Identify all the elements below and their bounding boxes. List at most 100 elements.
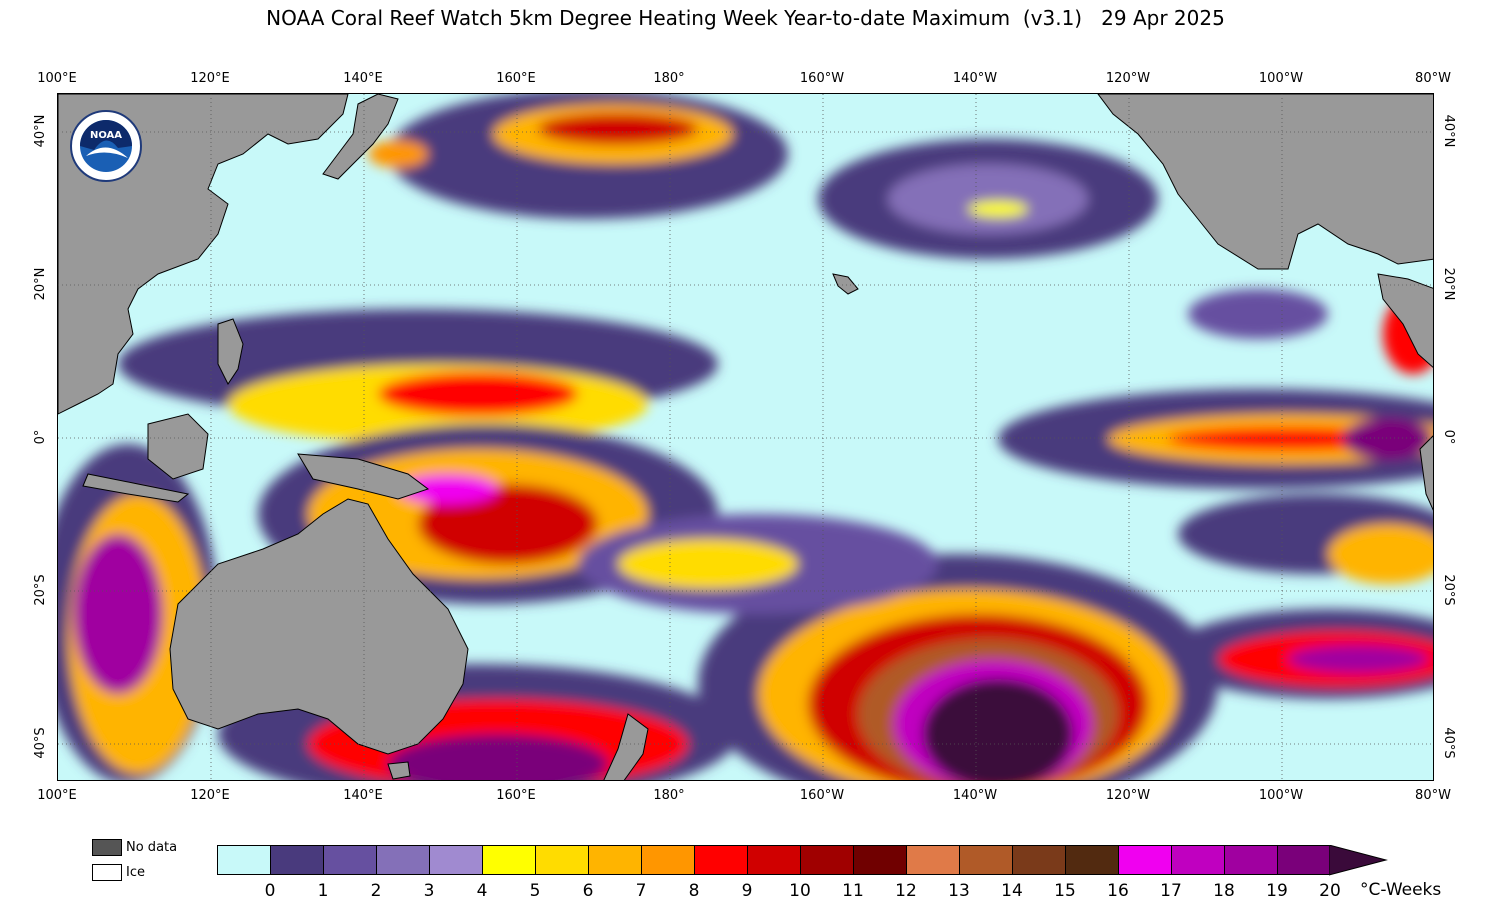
lon-label: 160°W	[799, 71, 845, 86]
colorbar-cell	[853, 845, 907, 875]
lat-label: 20°S	[33, 574, 48, 606]
heat-zone	[1288, 645, 1428, 673]
colorbar-cell	[1277, 845, 1331, 875]
new-zealand-island	[603, 713, 649, 780]
south-america-landmass	[1419, 435, 1433, 511]
borneo-island	[147, 413, 209, 480]
colorbar-tick-label: 9	[741, 881, 753, 901]
lon-label: 100°E	[37, 788, 77, 803]
colorbar-cell	[323, 845, 377, 875]
hawaii-islands	[832, 273, 859, 295]
colorbar-cell	[1224, 845, 1278, 875]
lon-label: 180°	[653, 71, 685, 86]
colorbar-tick-label: 5	[529, 881, 541, 901]
lat-label: 40°S	[1441, 727, 1456, 759]
heat-zone	[1343, 417, 1433, 461]
lon-label: 80°W	[1415, 788, 1451, 803]
heat-zone	[418, 484, 598, 564]
colorbar-cell	[376, 845, 430, 875]
lat-label: 40°S	[33, 727, 48, 759]
lon-label: 160°W	[799, 788, 845, 803]
map-svg: NOAA	[58, 94, 1433, 780]
colorbar-cell	[217, 845, 271, 875]
heat-zone	[888, 164, 1088, 234]
lon-label: 100°E	[37, 71, 77, 86]
colorbar-tick-label: 13	[948, 881, 970, 901]
lon-label: 80°W	[1415, 71, 1451, 86]
colorbar-tick-label: 7	[635, 881, 647, 901]
heat-zone	[388, 734, 608, 780]
japan-island	[322, 94, 399, 180]
lat-label: 20°N	[1441, 267, 1456, 301]
colorbar-tick-label: 12	[895, 881, 917, 901]
colorbar-cell	[535, 845, 589, 875]
graticule	[58, 94, 1433, 780]
colorbar-tick-label: 4	[476, 881, 488, 901]
colorbar-tick-label: 18	[1213, 881, 1235, 901]
colorbar-units: °C-Weeks	[1360, 880, 1442, 900]
colorbar-tick-label: 0	[264, 881, 276, 901]
colorbar-tick-label: 19	[1266, 881, 1288, 901]
colorbar-cell	[641, 845, 695, 875]
colorbar-cell	[747, 845, 801, 875]
tasmania-island	[387, 761, 411, 780]
heat-zone	[618, 539, 798, 589]
lon-label: 180°	[653, 788, 685, 803]
lat-label: 40°N	[1441, 114, 1456, 148]
colorbar-cell	[1118, 845, 1172, 875]
colorbar-tick-label: 10	[789, 881, 811, 901]
colorbar-overflow-arrow	[1329, 845, 1388, 876]
lon-label: 100°W	[1258, 788, 1304, 803]
map-title: NOAA Coral Reef Watch 5km Degree Heating…	[266, 6, 1225, 30]
colorbar-cell	[270, 845, 324, 875]
colorbar-cell	[1065, 845, 1119, 875]
lon-label: 160°E	[496, 71, 536, 86]
java-island	[82, 473, 190, 503]
colorbar-cell	[959, 845, 1013, 875]
land-layer	[58, 94, 1433, 780]
colorbar-cell	[482, 845, 536, 875]
heat-zone	[368, 140, 428, 168]
colorbar-tick-label: 16	[1107, 881, 1129, 901]
lon-label: 120°W	[1105, 71, 1151, 86]
lon-label: 140°W	[952, 788, 998, 803]
colorbar-tick-label: 3	[423, 881, 435, 901]
colorbar-cell	[906, 845, 960, 875]
lon-label: 140°E	[343, 71, 383, 86]
north-america-landmass	[1097, 94, 1433, 270]
noaa-logo-text: NOAA	[90, 130, 122, 141]
colorbar-tick-label: 11	[842, 881, 864, 901]
central-america-landmass	[1377, 273, 1433, 368]
lat-label: 0°	[1441, 429, 1456, 445]
lon-label: 140°W	[952, 71, 998, 86]
colorbar-cell	[694, 845, 748, 875]
lat-label: 0°	[33, 429, 48, 445]
map-panel[interactable]: NOAA	[57, 93, 1434, 781]
ice-label: Ice	[126, 865, 145, 880]
australia-landmass	[169, 498, 469, 755]
heat-zone	[538, 113, 698, 145]
lat-label: 40°N	[33, 114, 48, 148]
colorbar-tick-label: 8	[688, 881, 700, 901]
lon-label: 120°E	[190, 788, 230, 803]
colorbar-cell	[1171, 845, 1225, 875]
heat-zone	[923, 679, 1073, 780]
colorbar-cell	[800, 845, 854, 875]
colorbar-tick-label: 15	[1054, 881, 1076, 901]
colorbar-tick-label: 2	[370, 881, 382, 901]
heat-zone	[968, 201, 1028, 217]
lat-label: 20°N	[33, 267, 48, 301]
lat-label: 20°S	[1441, 574, 1456, 606]
asia-landmass	[58, 94, 349, 415]
ice-swatch	[92, 864, 122, 881]
philippines-islands	[217, 318, 244, 385]
lon-label: 120°E	[190, 71, 230, 86]
noaa-logo: NOAA	[70, 110, 142, 182]
heat-zone	[398, 474, 498, 504]
colorbar-cell	[1012, 845, 1066, 875]
no-data-swatch	[92, 839, 122, 856]
heat-zone	[378, 372, 578, 416]
lon-label: 120°W	[1105, 788, 1151, 803]
no-data-label: No data	[126, 840, 178, 855]
lon-label: 140°E	[343, 788, 383, 803]
